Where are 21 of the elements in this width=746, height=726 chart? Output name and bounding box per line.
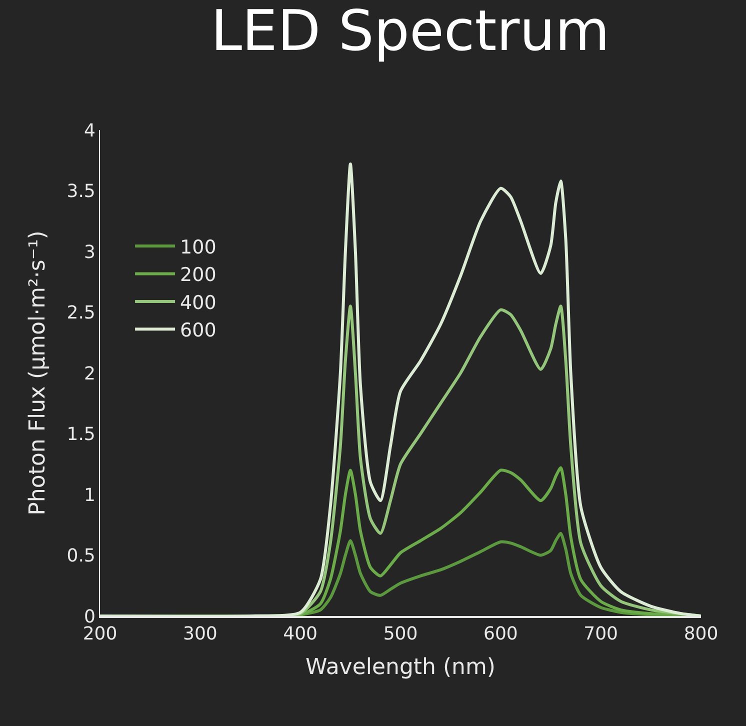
legend-label: 200 bbox=[180, 264, 216, 286]
y-tick-label: 4 bbox=[84, 120, 96, 142]
x-tick-label: 400 bbox=[283, 624, 318, 645]
legend-label: 100 bbox=[180, 236, 216, 258]
y-tick-label: 1.5 bbox=[66, 424, 96, 446]
y-tick-label: 3 bbox=[84, 242, 96, 263]
y-tick-label: 3.5 bbox=[66, 181, 96, 202]
y-tick-label: 2.5 bbox=[66, 302, 96, 324]
x-axis-title: Wavelength (nm) bbox=[305, 655, 496, 680]
y-axis-title: Photon Flux (μmol·m²·s⁻¹) bbox=[26, 230, 51, 516]
chart-title: LED Spectrum bbox=[210, 0, 610, 64]
x-tick-label: 800 bbox=[684, 624, 718, 645]
legend-label: 400 bbox=[180, 292, 216, 314]
legend-label: 600 bbox=[180, 320, 216, 342]
y-tick-label: 0.5 bbox=[66, 546, 96, 567]
y-tick-label: 1 bbox=[84, 484, 96, 506]
x-tick-label: 500 bbox=[383, 624, 418, 645]
x-tick-label: 700 bbox=[584, 624, 618, 645]
x-tick-label: 300 bbox=[182, 624, 218, 645]
y-tick-label: 2 bbox=[84, 363, 96, 384]
x-tick-label: 600 bbox=[483, 624, 518, 645]
